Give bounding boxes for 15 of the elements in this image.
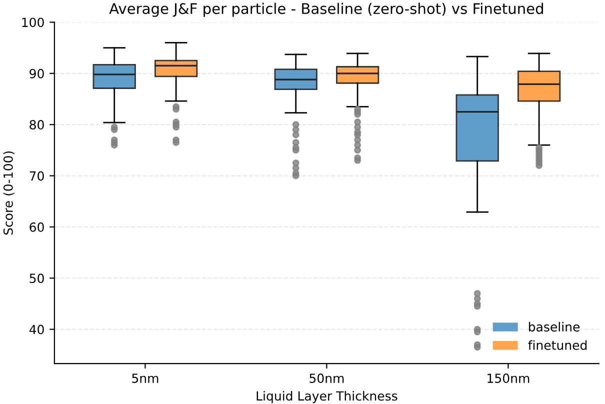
- y-tick-label: 90: [30, 68, 44, 78]
- x-tick-label: 5nm: [132, 374, 158, 383]
- y-tick-label: 70: [30, 171, 44, 181]
- y-tick-label: 60: [30, 222, 44, 232]
- y-tick-label: 50: [30, 274, 44, 284]
- legend-label: finetuned: [528, 340, 587, 350]
- legend-label: baseline: [528, 322, 580, 332]
- x-tick-label: 150nm: [488, 374, 530, 383]
- y-tick-label: 100: [22, 18, 44, 28]
- chart-title: Average J&F per particle - Baseline (zero-shot) vs Finetuned: [109, 2, 543, 17]
- y-tick-label: 80: [30, 120, 44, 130]
- y-tick-label: 40: [29, 324, 44, 334]
- x-axis-title: Liquid Layer Thickness: [256, 390, 398, 404]
- y-axis-title: Score (0-100): [3, 151, 14, 235]
- x-tick-label: 50nm: [310, 374, 344, 383]
